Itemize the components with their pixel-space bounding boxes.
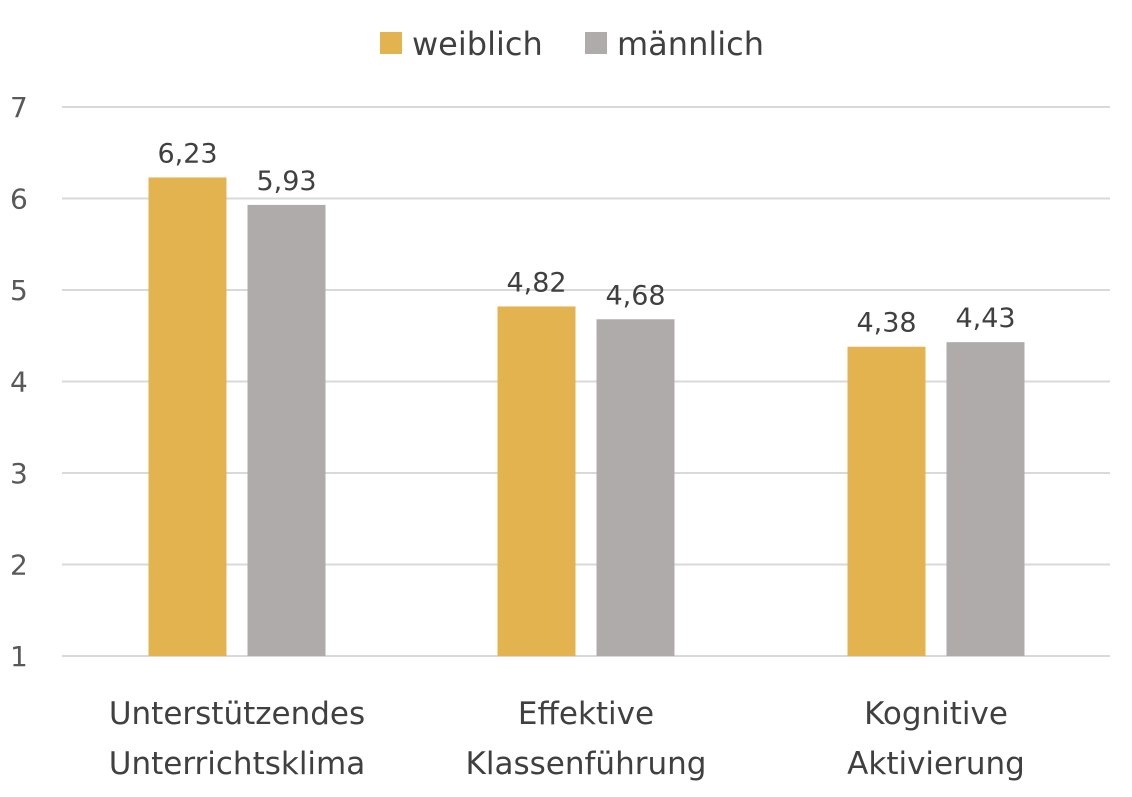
legend-swatch-weiblich bbox=[380, 32, 402, 54]
bars bbox=[148, 177, 1025, 656]
y-tick-label-6: 6 bbox=[10, 183, 28, 216]
x-axis-category-labels: Unterstützendes Unterrichtsklima Effektive… bbox=[109, 696, 1025, 782]
category-label-1-line-1: Klassenführung bbox=[466, 746, 707, 782]
bar-maennlich-0 bbox=[247, 204, 326, 656]
y-tick-label-5: 5 bbox=[10, 274, 28, 307]
data-label-maennlich-1: 4,68 bbox=[605, 280, 665, 311]
legend-swatch-maennlich bbox=[585, 32, 607, 54]
category-label-2-line-0: Kognitive bbox=[864, 696, 1008, 732]
bar-weiblich-2 bbox=[847, 346, 926, 656]
category-label-2-line-1: Aktivierung bbox=[847, 746, 1025, 782]
bar-maennlich-2 bbox=[946, 342, 1025, 656]
data-label-maennlich-2: 4,43 bbox=[955, 303, 1015, 334]
y-tick-label-7: 7 bbox=[10, 91, 28, 124]
y-tick-label-4: 4 bbox=[10, 366, 28, 399]
legend: weiblich männlich bbox=[380, 25, 764, 63]
legend-label-weiblich: weiblich bbox=[412, 25, 543, 63]
category-label-0-line-1: Unterrichtsklima bbox=[109, 746, 366, 782]
bar-weiblich-1 bbox=[497, 306, 576, 656]
y-tick-label-2: 2 bbox=[10, 549, 28, 582]
category-label-1-line-0: Effektive bbox=[518, 696, 654, 732]
data-label-weiblich-0: 6,23 bbox=[157, 138, 217, 169]
y-axis-ticks: 1 2 3 4 5 6 7 bbox=[10, 91, 28, 673]
bar-maennlich-1 bbox=[596, 319, 675, 656]
data-label-weiblich-1: 4,82 bbox=[506, 267, 566, 298]
data-labels: 6,23 5,93 4,82 4,68 4,38 4,43 bbox=[157, 138, 1015, 338]
y-tick-label-3: 3 bbox=[10, 457, 28, 490]
data-label-weiblich-2: 4,38 bbox=[856, 308, 916, 339]
gridlines bbox=[62, 106, 1110, 657]
bar-weiblich-0 bbox=[148, 177, 227, 656]
category-label-0-line-0: Unterstützendes bbox=[109, 696, 365, 732]
legend-label-maennlich: männlich bbox=[617, 25, 764, 63]
data-label-maennlich-0: 5,93 bbox=[256, 166, 316, 197]
y-tick-label-1: 1 bbox=[10, 640, 28, 673]
